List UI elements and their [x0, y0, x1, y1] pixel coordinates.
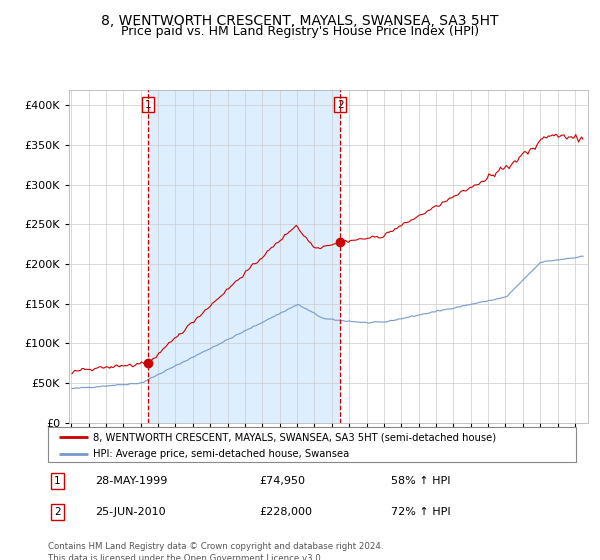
Bar — [148, 90, 340, 423]
Text: 8, WENTWORTH CRESCENT, MAYALS, SWANSEA, SA3 5HT: 8, WENTWORTH CRESCENT, MAYALS, SWANSEA, … — [101, 14, 499, 28]
Text: Price paid vs. HM Land Registry's House Price Index (HPI): Price paid vs. HM Land Registry's House … — [121, 25, 479, 38]
Text: 8, WENTWORTH CRESCENT, MAYALS, SWANSEA, SA3 5HT (semi-detached house): 8, WENTWORTH CRESCENT, MAYALS, SWANSEA, … — [93, 432, 496, 442]
Text: 58% ↑ HPI: 58% ↑ HPI — [391, 476, 451, 486]
Text: 2: 2 — [337, 100, 343, 110]
Text: 72% ↑ HPI: 72% ↑ HPI — [391, 507, 451, 517]
Text: 2: 2 — [54, 507, 61, 517]
Text: 1: 1 — [145, 100, 151, 110]
FancyBboxPatch shape — [48, 427, 576, 462]
Text: £228,000: £228,000 — [259, 507, 312, 517]
Text: £74,950: £74,950 — [259, 476, 305, 486]
Text: 1: 1 — [54, 476, 61, 486]
Text: 28-MAY-1999: 28-MAY-1999 — [95, 476, 168, 486]
Text: Contains HM Land Registry data © Crown copyright and database right 2024.
This d: Contains HM Land Registry data © Crown c… — [48, 542, 383, 560]
Text: 25-JUN-2010: 25-JUN-2010 — [95, 507, 166, 517]
Text: HPI: Average price, semi-detached house, Swansea: HPI: Average price, semi-detached house,… — [93, 449, 349, 459]
